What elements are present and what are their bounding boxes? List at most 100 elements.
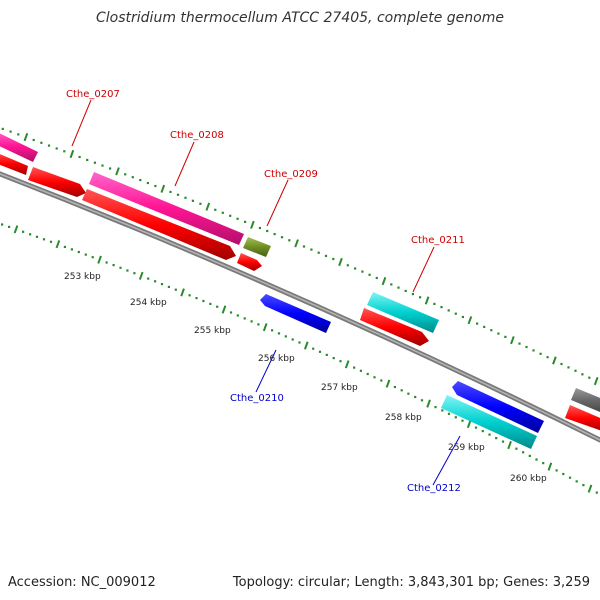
gene-label-cthe-0209: Cthe_0209 [264,169,318,180]
tick-major [466,419,472,429]
tick-minor [167,285,170,288]
gene-feature-cthe-0210 [260,294,331,333]
tick-minor [93,161,96,164]
gene-label-cthe-0207: Cthe_0207 [66,89,120,100]
tick-minor [209,302,212,305]
tick-major [381,276,387,286]
tick-minor [525,345,528,349]
tick-major [250,220,255,229]
tick-minor [400,389,403,392]
gene-label-cthe-0211: Cthe_0211 [411,235,465,246]
tick-minor [29,233,32,236]
tick-major [303,341,309,350]
tick-minor [47,144,51,147]
tick-minor [105,261,108,264]
tick-minor [588,376,591,379]
scale-label: 257 kbp [321,383,358,393]
tick-minor [411,293,414,296]
tick-minor [454,312,457,315]
tick-minor [302,245,306,248]
tick-minor [518,342,521,345]
tick-minor [481,430,484,433]
tick-minor [271,329,274,332]
genome-backbone [0,171,600,443]
gene-labels: Cthe_0207 Cthe_0208 Cthe_0209 Cthe_0211 … [66,89,465,494]
tick-major [552,356,557,365]
tick-minor [366,372,369,376]
tick-minor [325,353,328,356]
tick-minor [146,181,149,185]
tick-minor [63,150,66,153]
tick-minor [250,320,253,323]
tick-minor [70,248,73,251]
tick-minor [277,332,281,335]
tick-minor [77,250,80,254]
tick-major [547,462,553,471]
tick-major [426,399,431,408]
tick-minor [109,167,112,170]
tick-major [138,271,144,280]
tick-minor [318,350,322,353]
scale-label: 254 kbp [130,298,167,308]
tick-minor [568,476,572,479]
tick-minor [332,357,335,360]
tick-minor [483,325,486,328]
tick-minor [119,266,122,269]
tick-major [69,149,75,159]
tick-minor [476,322,479,325]
tick-major [467,316,473,325]
tick-minor [535,458,538,461]
tick-major [180,288,185,297]
tick-minor [188,294,191,297]
tick-minor [84,253,87,256]
tick-minor [86,158,89,161]
tick-minor [359,369,362,372]
gene-feature-red-3 [82,189,236,260]
tick-minor [317,251,320,254]
tick-minor [354,267,357,270]
scale-label: 260 kbp [510,474,547,484]
lower-tick-track [1,223,598,494]
tick-minor [461,419,464,422]
tick-minor [195,297,198,300]
tick-minor [447,412,451,415]
tick-minor [419,296,422,299]
map-title: Clostridium thermocellum ATCC 27405, com… [96,10,504,26]
tick-minor [434,406,437,409]
tick-minor [495,437,498,440]
gene-feature-cthe-0211 [367,292,439,333]
scale-label: 256 kbp [258,354,295,364]
tick-minor [32,138,35,142]
tick-minor [243,317,246,320]
tick-major [205,202,211,211]
gene-feature-red-6 [565,405,600,431]
tick-minor [284,335,287,338]
tick-minor [562,472,565,476]
tick-minor [380,379,383,382]
scale-labels: 253 kbp 254 kbp 255 kbp 256 kbp 257 kbp … [64,272,547,484]
tick-minor [199,202,202,205]
tick-minor [258,226,261,230]
scale-label: 258 kbp [385,413,422,423]
tick-minor [441,409,444,412]
tick-minor [63,245,66,248]
tick-minor [353,366,356,369]
tick-minor [112,264,115,267]
tick-minor [244,220,247,223]
tick-minor [8,225,11,228]
tick-minor [291,338,294,341]
tick-minor [202,299,205,303]
tick-minor [407,392,410,395]
scale-label: 253 kbp [64,272,101,282]
tick-minor [515,447,518,450]
tick-major [23,132,29,142]
tick-minor [191,199,194,202]
tick-minor [433,302,436,305]
tick-minor [22,230,25,233]
tick-minor [504,335,507,338]
tick-minor [1,127,4,130]
tick-minor [532,349,535,352]
tick-minor [124,173,127,176]
tick-minor [169,190,172,193]
tick-minor [522,451,525,454]
